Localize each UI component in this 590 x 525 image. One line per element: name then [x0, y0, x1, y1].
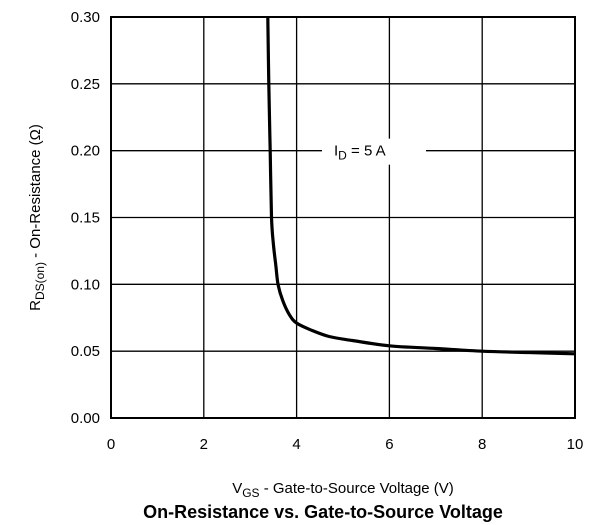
x-tick-label: 2	[200, 436, 208, 453]
annotation-label: ID = 5 A	[334, 143, 386, 163]
annotation-layer: ID = 5 A	[322, 138, 426, 165]
x-tick-label: 8	[478, 436, 486, 453]
y-axis-label: RDS(on) - On-Resistance (Ω)	[27, 124, 47, 311]
y-tick-label: 0.05	[71, 343, 100, 360]
y-tick-label: 0.00	[71, 410, 100, 427]
x-tick-label: 4	[292, 436, 300, 453]
y-tick-label: 0.20	[71, 143, 100, 160]
x-axis-label-main: V	[232, 480, 242, 497]
x-axis-label-rest: - Gate-to-Source Voltage (V)	[260, 480, 454, 497]
x-axis-label-sub: GS	[242, 486, 259, 500]
annotation-sub: D	[338, 149, 347, 163]
annotation-background	[322, 138, 426, 165]
chart-title: On-Resistance vs. Gate-to-Source Voltage	[143, 502, 503, 522]
annotation-main: I	[334, 143, 338, 160]
rds-on-curve	[266, 16, 576, 356]
plot-frame	[110, 16, 576, 419]
y-axis-label-sub: DS(on)	[33, 262, 47, 300]
grid	[111, 17, 575, 418]
y-tick-label: 0.25	[71, 76, 100, 93]
y-tick-label: 0.10	[71, 276, 100, 293]
y-tick-label: 0.15	[71, 210, 100, 227]
x-tick-label: 0	[107, 436, 115, 453]
x-tick-label: 10	[567, 436, 584, 453]
curve-layer	[266, 16, 576, 356]
annotation-rest: = 5 A	[347, 143, 386, 160]
tick-labels: 0 2 4 6 8 10 0.00 0.05 0.10 0.15 0.20 0.25 0.30	[71, 9, 584, 453]
x-axis-label: VGS - Gate-to-Source Voltage (V)	[232, 480, 454, 500]
x-tick-label: 6	[385, 436, 393, 453]
y-tick-label: 0.30	[71, 9, 100, 26]
y-axis-label-main: R	[27, 300, 44, 311]
y-axis-label-rest: - On-Resistance (Ω)	[27, 124, 44, 262]
